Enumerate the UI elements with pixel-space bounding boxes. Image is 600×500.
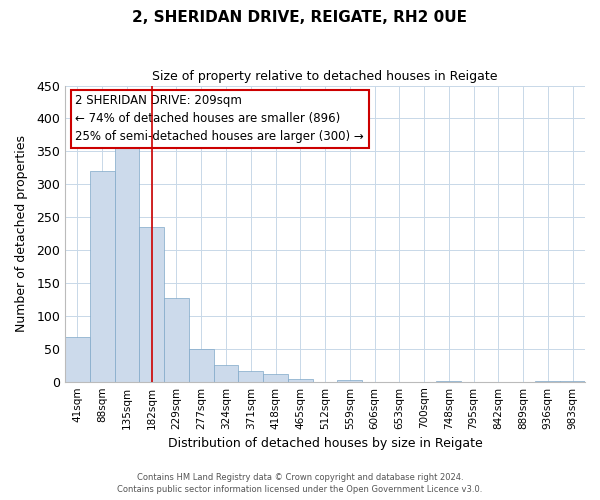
- Bar: [337, 380, 362, 382]
- Bar: [288, 379, 313, 382]
- Bar: [164, 298, 189, 382]
- Bar: [214, 365, 238, 382]
- Bar: [65, 337, 90, 382]
- Bar: [189, 350, 214, 382]
- Title: Size of property relative to detached houses in Reigate: Size of property relative to detached ho…: [152, 70, 498, 83]
- Text: 2 SHERIDAN DRIVE: 209sqm
← 74% of detached houses are smaller (896)
25% of semi-: 2 SHERIDAN DRIVE: 209sqm ← 74% of detach…: [76, 94, 364, 144]
- Bar: [560, 381, 585, 382]
- Y-axis label: Number of detached properties: Number of detached properties: [15, 135, 28, 332]
- Bar: [238, 371, 263, 382]
- Bar: [139, 227, 164, 382]
- Text: Contains HM Land Registry data © Crown copyright and database right 2024.
Contai: Contains HM Land Registry data © Crown c…: [118, 472, 482, 494]
- Bar: [436, 381, 461, 382]
- Text: 2, SHERIDAN DRIVE, REIGATE, RH2 0UE: 2, SHERIDAN DRIVE, REIGATE, RH2 0UE: [133, 10, 467, 25]
- Bar: [263, 374, 288, 382]
- Bar: [535, 381, 560, 382]
- Bar: [90, 171, 115, 382]
- X-axis label: Distribution of detached houses by size in Reigate: Distribution of detached houses by size …: [167, 437, 482, 450]
- Bar: [115, 146, 139, 382]
